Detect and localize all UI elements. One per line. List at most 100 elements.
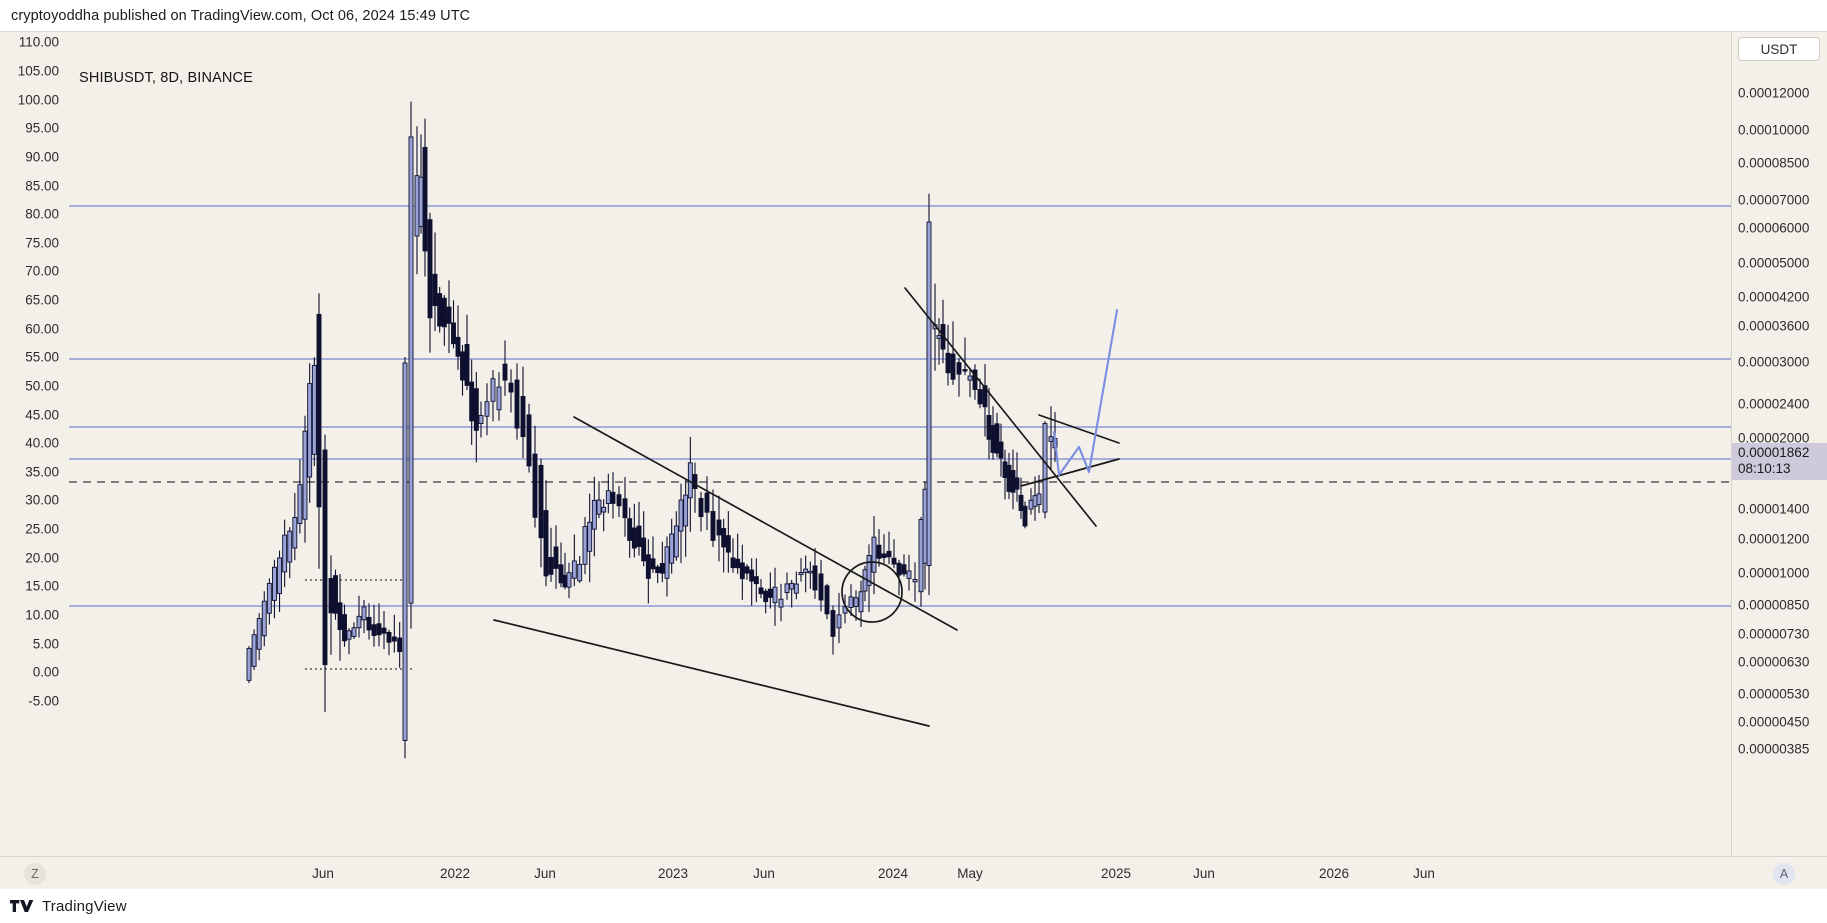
right-axis-tick: 0.00002400 <box>1738 396 1810 412</box>
bullish-projection[interactable] <box>1052 308 1119 477</box>
candle-body <box>692 474 698 489</box>
right-price-axis[interactable]: USDT 0.00012000 0.00010000 0.00008500 0.000… <box>1732 32 1827 856</box>
candle <box>342 604 347 647</box>
candle <box>749 558 755 606</box>
candle <box>543 480 549 587</box>
range-box-group <box>305 579 413 670</box>
candle-body <box>721 528 727 548</box>
candle <box>376 603 382 647</box>
left-price-axis[interactable]: 110.00 105.00 100.00 95.00 90.00 85.00 80.00 75… <box>0 32 69 856</box>
auto-scale-button[interactable]: A <box>1773 863 1795 885</box>
wedge-lower[interactable] <box>1020 458 1120 487</box>
horizontal-lines-group <box>69 205 1731 607</box>
candle-body <box>784 583 790 594</box>
time-axis-label: 2025 <box>1100 866 1132 881</box>
candle-body <box>464 343 470 386</box>
candle <box>484 383 490 436</box>
symbol-legend[interactable]: SHIBUSDT, 8D, BINANCE <box>79 70 253 86</box>
candle-body <box>1006 464 1012 492</box>
candle-body <box>977 389 983 405</box>
candle <box>687 436 693 532</box>
right-axis-tick: 0.00000450 <box>1738 714 1810 730</box>
left-axis-tick: -5.00 <box>28 693 59 709</box>
candle-body <box>311 364 317 455</box>
candle-body <box>744 566 750 574</box>
left-axis-tick: 70.00 <box>25 263 59 279</box>
candle-body <box>414 175 420 237</box>
candle <box>641 511 647 567</box>
candle-body <box>945 352 951 374</box>
candle <box>337 573 343 661</box>
candle <box>789 579 795 608</box>
candle <box>664 536 670 597</box>
reset-scale-button[interactable]: Z <box>24 863 46 885</box>
right-axis-tick: 0.00005000 <box>1738 255 1810 271</box>
left-axis-tick: 90.00 <box>25 149 59 165</box>
candle <box>478 401 484 438</box>
candle-body <box>1014 477 1020 490</box>
time-axis-label: May <box>957 866 983 881</box>
right-axis-tick: 0.00001400 <box>1738 501 1810 517</box>
breakout-circle[interactable] <box>841 561 903 623</box>
candle-body <box>716 519 722 536</box>
left-axis-tick: 10.00 <box>25 607 59 623</box>
candle <box>977 378 983 409</box>
candle <box>824 583 830 620</box>
candle-body <box>322 449 328 666</box>
candle-body <box>616 494 622 507</box>
right-axis-tick: 0.00006000 <box>1738 220 1810 236</box>
candle-body <box>998 441 1004 459</box>
candle-body <box>926 221 932 566</box>
candle <box>601 499 607 532</box>
right-axis-tick: 0.00001200 <box>1738 531 1810 547</box>
candle <box>936 318 942 365</box>
candle <box>767 572 773 609</box>
candle <box>538 458 544 568</box>
candle <box>455 305 461 370</box>
candle <box>704 476 710 531</box>
candle <box>926 193 932 596</box>
left-axis-tick: 85.00 <box>25 178 59 194</box>
currency-badge[interactable]: USDT <box>1738 37 1820 61</box>
footer-brand: TradingView <box>42 897 127 915</box>
candle-body <box>422 146 428 252</box>
candle <box>986 387 992 460</box>
right-axis-tick: 0.00000385 <box>1738 741 1810 757</box>
candle <box>526 403 532 473</box>
candle <box>784 572 790 600</box>
candle-body <box>553 546 559 569</box>
candle <box>683 479 689 557</box>
candle-body <box>460 351 465 381</box>
left-axis-tick: 55.00 <box>25 349 59 365</box>
candle-body <box>386 631 392 643</box>
candle <box>520 366 526 459</box>
recent-descending-resistance[interactable] <box>904 287 1097 527</box>
candle-body <box>432 273 438 306</box>
candle-body <box>261 600 267 637</box>
plot-area[interactable] <box>69 32 1731 856</box>
time-axis[interactable]: Z A Jun 2022 Jun 2023 Jun 2024 May 2025 Jun 2026 J… <box>0 856 1827 890</box>
candle <box>437 286 443 333</box>
candle-body <box>451 322 456 345</box>
candle <box>744 564 750 580</box>
candle <box>886 531 892 565</box>
time-axis-label: 2026 <box>1318 866 1350 881</box>
wedge-upper[interactable] <box>1038 414 1120 444</box>
candle <box>836 592 842 644</box>
candle <box>725 511 731 573</box>
current-price-tag[interactable]: 0.00001862 08:10:13 <box>1732 443 1827 480</box>
plot-right-border <box>1731 32 1732 856</box>
candle <box>328 555 334 655</box>
candle-body <box>601 506 607 513</box>
major-descending-resistance[interactable] <box>573 416 958 631</box>
left-axis-tick: 20.00 <box>25 550 59 566</box>
candle <box>266 578 272 625</box>
candle <box>307 363 313 503</box>
candle-body <box>496 386 502 411</box>
candle <box>346 628 352 655</box>
candle-body <box>558 564 564 584</box>
major-descending-support[interactable] <box>493 619 930 727</box>
candle-body <box>906 570 912 579</box>
left-axis-tick: 95.00 <box>25 120 59 136</box>
candle-body <box>246 647 252 681</box>
